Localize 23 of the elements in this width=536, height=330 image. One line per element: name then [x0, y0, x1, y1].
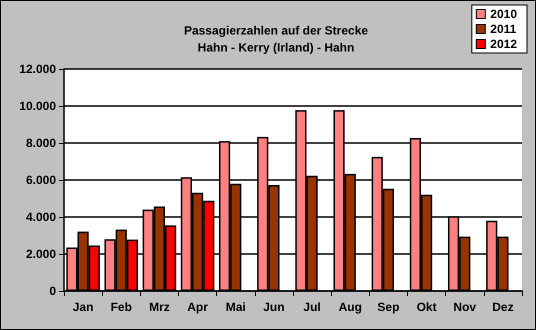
y-tick-label: 4.000: [26, 210, 56, 224]
x-tick-label: Apr: [187, 300, 208, 314]
chart-title: Passagierzahlen auf der Strecke Hahn - Kerry (Irland) - Hahn: [184, 24, 368, 54]
x-tick-label: Aug: [338, 300, 362, 314]
x-tick-label: Feb: [110, 300, 132, 314]
x-tick-label: Jul: [303, 300, 321, 314]
x-tick-label: Mrz: [149, 300, 170, 314]
y-tick-label: 12.000: [19, 62, 56, 76]
y-tick-label: 10.000: [19, 99, 56, 113]
x-tick-label: Mai: [226, 300, 246, 314]
y-tick-label: 8.000: [26, 136, 56, 150]
x-tick-label: Nov: [453, 300, 476, 314]
y-tick-label: 6.000: [26, 173, 56, 187]
legend-label: 2011: [490, 22, 517, 36]
x-tick-label: Okt: [416, 300, 437, 314]
x-tick-label: Jun: [263, 300, 285, 314]
legend-label: 2010: [490, 7, 518, 21]
x-tick-label: Jan: [72, 300, 94, 314]
x-tick-label: Dez: [492, 300, 514, 314]
legend-label: 2012: [490, 37, 518, 51]
y-tick-label: 2.000: [26, 247, 56, 261]
x-tick-label: Sep: [377, 300, 400, 314]
y-tick-label: 0: [49, 284, 56, 298]
